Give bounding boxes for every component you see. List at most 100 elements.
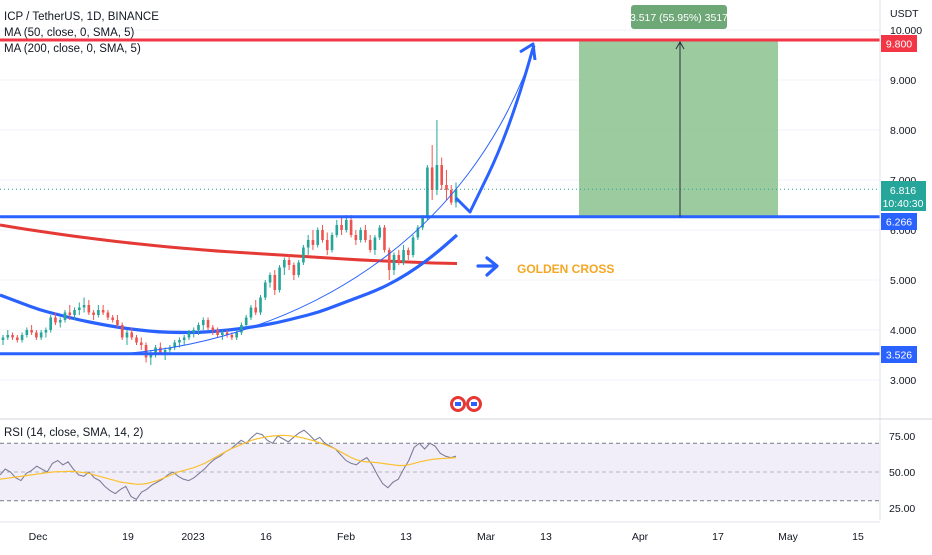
candle-body <box>1 337 5 340</box>
candle-body <box>287 260 291 265</box>
candle-body <box>6 335 10 338</box>
support-price-tag-text: 3.526 <box>886 350 912 362</box>
rsi-tick-label: 50.00 <box>889 467 915 479</box>
candle-body <box>92 312 95 315</box>
candle-body <box>178 340 181 343</box>
price-tick-label: 9.000 <box>890 75 916 87</box>
time-tick-label: Dec <box>29 531 48 543</box>
countdown-text: 10:40:30 <box>883 198 924 210</box>
candle-body <box>297 262 300 275</box>
candle-body <box>230 335 234 338</box>
candle-body <box>87 305 91 313</box>
price-axis: 3.0004.0005.0006.0007.0008.0009.00010.00… <box>879 0 922 520</box>
time-tick-label: 16 <box>260 531 272 543</box>
golden-cross-label[interactable]: GOLDEN CROSS <box>517 262 614 276</box>
price-tick-label: 5.000 <box>890 275 916 287</box>
rsi-series <box>0 429 457 501</box>
time-tick-label: 2023 <box>181 531 205 543</box>
candle-body <box>235 332 238 338</box>
drawings <box>119 40 685 355</box>
currency-label: USDT <box>890 8 919 20</box>
candle-body <box>378 227 382 238</box>
candle-body <box>125 332 129 338</box>
entry-price-tag: 6.266 <box>881 213 917 230</box>
candle-body <box>101 310 105 313</box>
candle-body <box>30 330 33 333</box>
candle-body <box>430 167 434 190</box>
time-tick-label: May <box>778 531 799 543</box>
ma200-legend[interactable]: MA (200, close, 0, SMA, 5) <box>4 43 141 55</box>
candle-body <box>225 332 229 335</box>
candle-body <box>302 247 305 263</box>
measure-label[interactable]: 3.517 (55.95%) 3517 <box>630 5 728 29</box>
price-tick-label: 10.000 <box>890 25 922 37</box>
candle-body <box>426 167 429 218</box>
last-price-tag: 6.816 10:40:30 <box>881 181 926 211</box>
candle-body <box>163 350 167 353</box>
symbol-legend[interactable]: ICP / TetherUS, 1D, BINANCE <box>4 11 159 23</box>
projection-arrow-head <box>519 42 537 61</box>
candle-body <box>39 332 43 338</box>
candle-body <box>397 255 401 263</box>
candle-body <box>159 347 162 353</box>
candle-body <box>139 342 143 345</box>
candle-body <box>77 307 81 310</box>
candle-body <box>111 317 114 320</box>
candle-body <box>373 237 377 250</box>
candle-body <box>321 230 324 240</box>
candle-body <box>240 325 243 333</box>
horizontal-levels <box>0 38 880 356</box>
last-price-tag-bg <box>881 181 926 211</box>
candle-body <box>407 250 410 255</box>
candle-body <box>268 275 272 283</box>
time-tick-label: 17 <box>712 531 724 543</box>
candle-body <box>187 332 191 338</box>
ma50-line <box>0 233 459 335</box>
candle-body <box>311 240 315 245</box>
candle-body <box>201 320 205 325</box>
candle-body <box>173 342 176 348</box>
candle-body <box>44 330 48 333</box>
candle-body <box>349 220 353 235</box>
projection-arrow[interactable] <box>454 47 535 214</box>
candle-body <box>106 312 110 318</box>
golden-cross-arrow[interactable] <box>476 256 499 277</box>
time-tick-label: Apr <box>632 531 649 543</box>
candle-body <box>182 337 186 340</box>
candle-body <box>192 330 196 333</box>
support-price-tag-bg <box>881 346 917 363</box>
candle-body <box>25 330 29 335</box>
candle-body <box>335 225 339 235</box>
candle-body <box>306 240 310 248</box>
rsi-tick-label: 25.00 <box>889 503 915 515</box>
candle-body <box>259 297 262 313</box>
price-tick-label: 4.000 <box>890 325 916 337</box>
target-price-tag-text: 9.800 <box>886 39 912 51</box>
candle-body <box>273 275 277 290</box>
candle-body <box>197 325 200 330</box>
candle-body <box>216 330 219 335</box>
candle-body <box>359 230 362 240</box>
rsi-legend[interactable]: RSI (14, close, SMA, 14, 2) <box>4 427 144 439</box>
time-tick-label: 13 <box>400 531 412 543</box>
ma50-series <box>0 233 459 335</box>
candle-body <box>35 332 38 338</box>
candle-body <box>54 317 57 323</box>
event-flags[interactable] <box>450 396 482 412</box>
candle-body <box>130 332 134 338</box>
measure-label-bg <box>631 5 727 29</box>
parabolic-curve[interactable] <box>119 45 536 355</box>
event-flag-stripe <box>455 402 461 406</box>
candle-body <box>421 217 424 228</box>
last-price-tag-text: 6.816 <box>890 185 916 197</box>
ma50-legend[interactable]: MA (50, close, 0, SMA, 5) <box>4 27 135 39</box>
candle-body <box>58 320 62 323</box>
candle-body <box>383 227 386 250</box>
candle-body <box>73 310 76 315</box>
candle-body <box>292 265 296 275</box>
candle-body <box>63 312 67 320</box>
candle-body <box>20 335 24 340</box>
candle-body <box>11 335 14 338</box>
candle-body <box>387 250 391 270</box>
